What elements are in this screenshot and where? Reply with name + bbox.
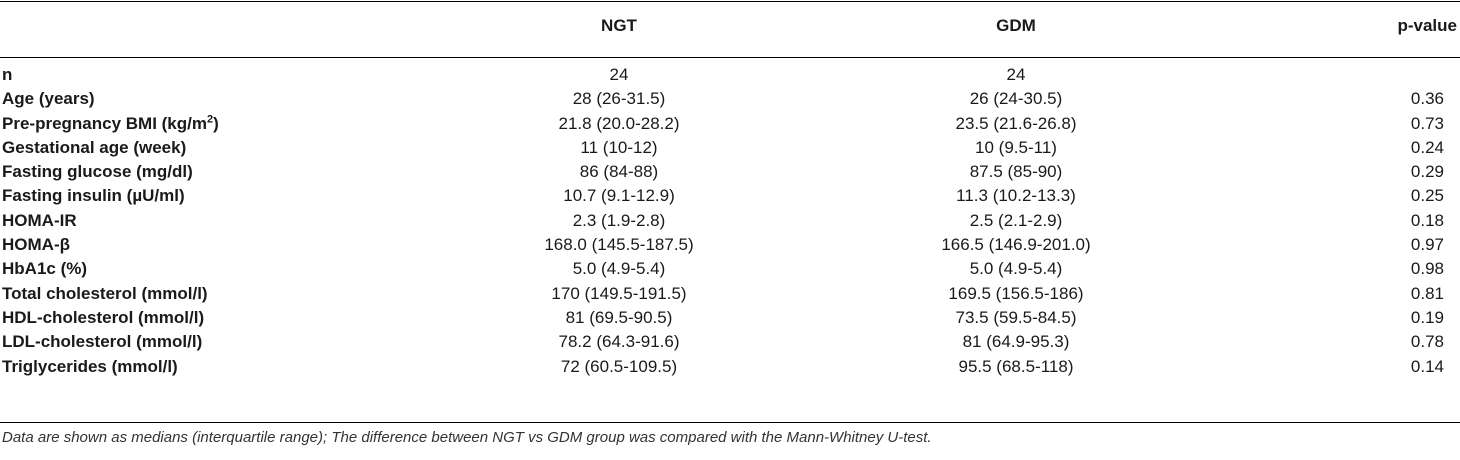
row-label: LDL-cholesterol (mmol/l): [2, 332, 202, 352]
row-label: Age (years): [2, 89, 95, 109]
row-label: Gestational age (week): [2, 138, 186, 158]
row-label: HOMA-IR: [2, 211, 77, 231]
cell-p-value: 0.36: [1410, 89, 1444, 109]
cell-gdm: 26 (24-30.5): [969, 89, 1063, 109]
table-row: Gestational age (week) 11 (10-12) 10 (9.5-…: [0, 137, 1460, 161]
table-body: n 24 24 Age (years) 28 (26-31.5) 26 (24-30.5)…: [0, 64, 1460, 380]
row-label: Pre-pregnancy BMI (kg/m2): [2, 112, 219, 134]
cell-p-value: 0.14: [1410, 356, 1444, 376]
table-row: Age (years) 28 (26-31.5) 26 (24-30.5) 0.36: [0, 88, 1460, 112]
row-label: HDL-cholesterol (mmol/l): [2, 308, 204, 328]
cell-p-value: 0.29: [1410, 162, 1444, 182]
table-row: Fasting glucose (mg/dl) 86 (84-88) 87.5 (8…: [0, 161, 1460, 185]
table-row: Total cholesterol (mmol/l) 170 (149.5-191…: [0, 283, 1460, 307]
cell-p-value: 0.97: [1410, 235, 1444, 255]
cell-ngt: 11 (10-12): [580, 137, 658, 157]
cell-p-value: 0.25: [1410, 186, 1444, 206]
row-label-text: HOMA-β: [2, 235, 70, 255]
table-row: HOMA-IR 2.3 (1.9-2.8) 2.5 (2.1-2.9) 0.18: [0, 210, 1460, 234]
table-footnote: Data are shown as medians (interquartile…: [2, 429, 932, 446]
cell-gdm: 81 (64.9-95.3): [962, 332, 1070, 352]
row-label-text: HDL-cholesterol (mmol/l): [2, 307, 205, 327]
cell-gdm: 10 (9.5-11): [975, 137, 1057, 157]
row-label-text: Gestational age (week): [2, 137, 187, 157]
cell-gdm: 24: [1006, 65, 1026, 84]
row-label-text: Triglycerides (mmol/l): [2, 356, 178, 376]
row-label: HbA1c (%): [2, 259, 87, 279]
table-row: HDL-cholesterol (mmol/l) 81 (69.5-90.5) 73…: [0, 307, 1460, 331]
table-row: HbA1c (%) 5.0 (4.9-5.4) 5.0 (4.9-5.4) 0.98: [0, 258, 1460, 282]
row-label: Fasting glucose (mg/dl): [2, 162, 193, 182]
row-label-suffix: ): [213, 113, 219, 133]
cell-ngt: 2.3 (1.9-2.8): [572, 210, 666, 230]
cell-ngt: 86 (84-88): [579, 162, 659, 182]
cell-ngt: 78.2 (64.3-91.6): [558, 332, 680, 352]
row-label: Fasting insulin (µU/ml): [2, 186, 185, 206]
row-label-text: Pre-pregnancy BMI (kg/m: [2, 113, 207, 133]
table-header-rule: [0, 57, 1460, 58]
cell-p-value: 0.81: [1410, 283, 1444, 303]
cell-p-value: 0.73: [1410, 113, 1444, 133]
cell-ngt: 5.0 (4.9-5.4): [572, 259, 666, 279]
cell-gdm: 87.5 (85-90): [969, 162, 1063, 182]
table-top-rule: [0, 1, 1460, 2]
cell-gdm: 23.5 (21.6-26.8): [955, 113, 1077, 133]
cell-gdm: 5.0 (4.9-5.4): [969, 259, 1063, 279]
row-label: HOMA-β: [2, 235, 70, 255]
row-label: n: [2, 65, 12, 85]
cell-ngt: 168.0 (145.5-187.5): [544, 235, 694, 255]
row-label-text: LDL-cholesterol (mmol/l): [2, 332, 203, 352]
cell-p-value: 0.19: [1410, 307, 1444, 327]
row-label-text: Fasting insulin (µU/ml): [2, 186, 185, 206]
cell-gdm: 2.5 (2.1-2.9): [969, 210, 1063, 230]
cell-ngt: 170 (149.5-191.5): [551, 283, 687, 303]
row-label-text: HOMA-IR: [2, 210, 77, 230]
cell-p-value: 0.78: [1410, 332, 1444, 352]
cell-ngt: 28 (26-31.5): [572, 89, 666, 109]
cell-gdm: 73.5 (59.5-84.5): [955, 307, 1077, 327]
cell-ngt: 81 (69.5-90.5): [565, 307, 673, 327]
cell-ngt: 24: [609, 65, 629, 84]
table-row: Pre-pregnancy BMI (kg/m2) 21.8 (20.0-28.2…: [0, 113, 1460, 137]
cell-p-value: 0.98: [1410, 259, 1444, 279]
row-label-superscript: 2: [207, 112, 214, 125]
row-label: Triglycerides (mmol/l): [2, 357, 178, 377]
table-row: n 24 24: [0, 64, 1460, 88]
table-row: LDL-cholesterol (mmol/l) 78.2 (64.3-91.6)…: [0, 331, 1460, 355]
table-bottom-rule: [0, 422, 1460, 423]
row-label: Total cholesterol (mmol/l): [2, 284, 208, 304]
table-row: Fasting insulin (µU/ml) 10.7 (9.1-12.9) 11…: [0, 185, 1460, 209]
table-row: Triglycerides (mmol/l) 72 (60.5-109.5) 95.…: [0, 356, 1460, 380]
row-label-text: HbA1c (%): [2, 259, 88, 279]
row-label-text: Age (years): [2, 89, 95, 109]
cell-ngt: 21.8 (20.0-28.2): [558, 113, 680, 133]
cell-gdm: 95.5 (68.5-118): [958, 356, 1074, 376]
cell-gdm: 169.5 (156.5-186): [948, 283, 1084, 303]
cell-ngt: 72 (60.5-109.5): [560, 356, 678, 376]
cell-p-value: 0.24: [1410, 137, 1444, 157]
header-gdm: GDM: [996, 16, 1036, 35]
cell-ngt: 10.7 (9.1-12.9): [563, 186, 675, 206]
header-ngt: NGT: [601, 16, 637, 35]
table-header-row: NGT GDM p-value: [0, 16, 1460, 44]
cell-p-value: 0.18: [1410, 210, 1444, 230]
cell-gdm: 11.3 (10.2-13.3): [956, 186, 1076, 206]
cell-gdm: 166.5 (146.9-201.0): [941, 235, 1091, 255]
row-label-text: n: [2, 65, 13, 84]
row-label-text: Fasting glucose (mg/dl): [2, 162, 193, 182]
row-label-text: Total cholesterol (mmol/l): [2, 283, 208, 303]
header-p-value: p-value: [1397, 16, 1457, 35]
table-row: HOMA-β 168.0 (145.5-187.5) 166.5 (146.9-20…: [0, 234, 1460, 258]
